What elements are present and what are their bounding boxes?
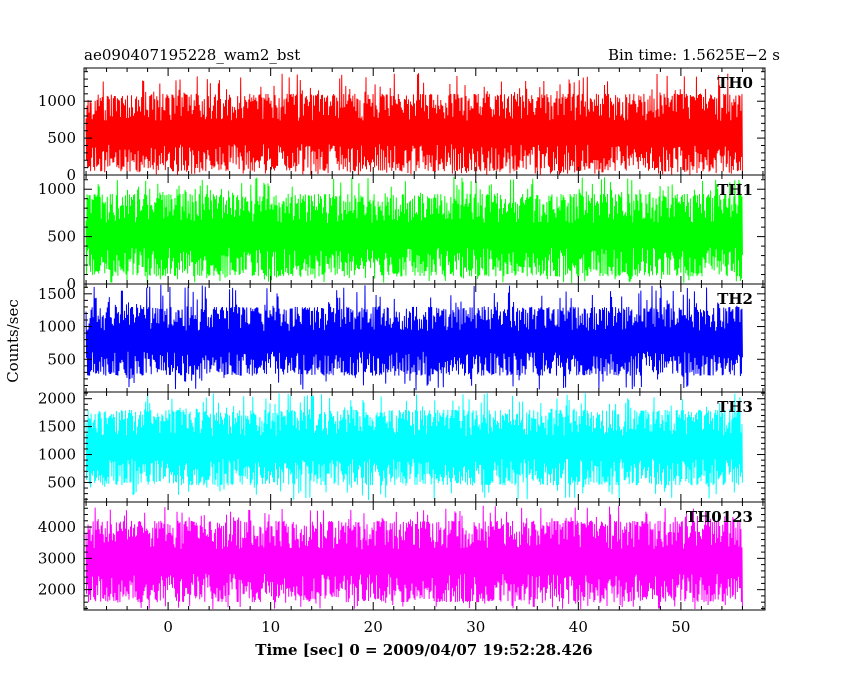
- series-label-th1: TH1: [717, 181, 753, 199]
- series-label-th2: TH2: [717, 290, 753, 308]
- x-tick-label: 20: [364, 618, 383, 636]
- y-tick-label-th1: 500: [47, 228, 76, 246]
- x-tick-label: 0: [163, 618, 173, 636]
- y-tick-label-th1: 0: [66, 275, 76, 293]
- y-tick-label-th0: 1000: [38, 92, 76, 110]
- x-tick-label: 10: [261, 618, 280, 636]
- series-th1-line: [85, 176, 743, 284]
- y-tick-label-th3: 1000: [38, 446, 76, 464]
- series-label-th0123: TH0123: [686, 508, 753, 526]
- chart-title-left: ae090407195228_wam2_bst: [84, 46, 300, 64]
- series-th2-line: [85, 284, 743, 391]
- series-label-th3: TH3: [717, 398, 753, 416]
- x-axis-label: Time [sec] 0 = 2009/04/07 19:52:28.426: [255, 641, 592, 659]
- series-th0-line: [85, 73, 743, 175]
- y-tick-label-th2: 1000: [38, 318, 76, 336]
- y-tick-label-th1: 1000: [38, 180, 76, 198]
- y-tick-label-th2: 1500: [38, 285, 76, 303]
- series-th0123-line: [85, 505, 743, 609]
- x-tick-label: 30: [466, 618, 485, 636]
- y-tick-label-th0: 0: [66, 166, 76, 184]
- y-tick-label-th0: 500: [47, 129, 76, 147]
- x-tick-label: 40: [569, 618, 588, 636]
- y-tick-label-th3: 1500: [38, 418, 76, 436]
- panel-th0123: 2000 3000 4000 0 10 20 30 40 50 TH0123: [38, 501, 766, 636]
- y-tick-label-th2: 500: [47, 350, 76, 368]
- y-tick-label-th0123: 2000: [38, 581, 76, 599]
- series-th3-line: [85, 393, 743, 501]
- y-axis-label: Counts/sec: [4, 299, 22, 383]
- chart-title-right: Bin time: 1.5625E−2 s: [608, 46, 780, 64]
- x-tick-label: 50: [671, 618, 690, 636]
- y-tick-label-th0123: 4000: [38, 518, 76, 536]
- series-label-th0: TH0: [717, 74, 753, 92]
- y-tick-label-th3: 500: [47, 473, 76, 491]
- y-tick-label-th0123: 3000: [38, 549, 76, 567]
- panel-th2: 500 1000 1500 TH2: [38, 283, 766, 393]
- y-tick-label-th3: 2000: [38, 390, 76, 408]
- panel-th0123-frame: [83, 501, 766, 611]
